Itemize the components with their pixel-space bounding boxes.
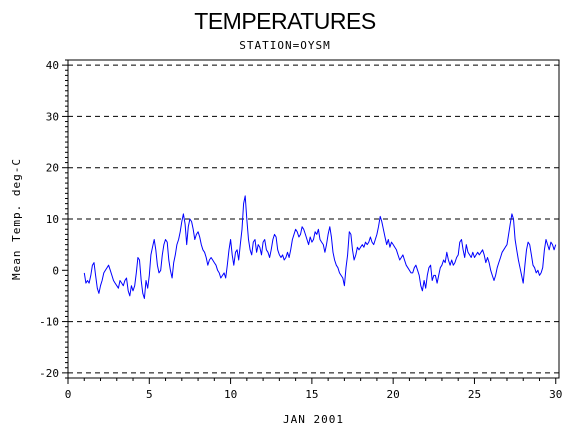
- x-tick-label: 0: [65, 388, 72, 401]
- x-tick-label: 20: [387, 388, 400, 401]
- y-axis: -20 -10 0 10 20 30 40: [39, 59, 68, 380]
- x-tick-label: 30: [549, 388, 562, 401]
- y-tick-label: 0: [52, 264, 59, 277]
- x-axis: 0 5 10 15 20 25 30: [65, 378, 562, 401]
- x-tick-label: 25: [468, 388, 481, 401]
- y-tick-label: -10: [39, 316, 59, 329]
- y-tick-label: -20: [39, 367, 59, 380]
- chart-title: TEMPERATURES: [194, 8, 376, 34]
- x-axis-label: JAN 2001: [283, 413, 344, 426]
- y-axis-label: Mean Temp. deg-C: [10, 158, 23, 280]
- x-tick-label: 10: [224, 388, 237, 401]
- x-tick-label: 5: [146, 388, 153, 401]
- y-tick-label: 40: [46, 59, 59, 72]
- y-tick-label: 30: [46, 110, 59, 123]
- series-layer: [83, 195, 557, 299]
- series-line: [83, 195, 557, 299]
- chart-subtitle: STATION=OYSM: [239, 39, 330, 52]
- y-tick-label: 20: [46, 162, 59, 175]
- gridlines: [68, 64, 559, 374]
- x-tick-label: 15: [305, 388, 318, 401]
- y-tick-label: 10: [46, 213, 59, 226]
